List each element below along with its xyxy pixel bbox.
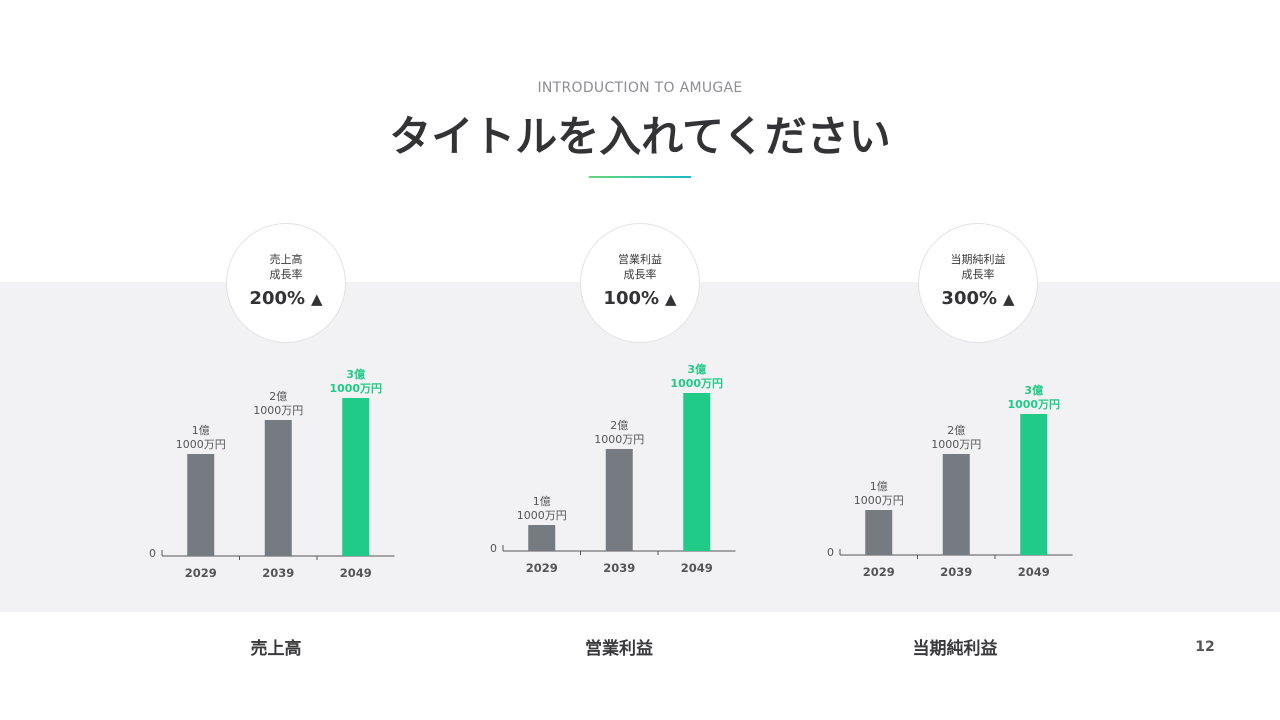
chart-label-sales: 売上高 xyxy=(250,639,302,659)
data-label: 3億 xyxy=(687,362,706,376)
up-triangle-icon: ▲ xyxy=(1003,290,1015,308)
data-label: 1億 xyxy=(870,480,888,493)
data-label: 1000万円 xyxy=(176,438,226,451)
data-label: 2億 xyxy=(610,419,628,432)
bar-2049 xyxy=(1020,414,1048,555)
bar-2039 xyxy=(942,454,970,555)
metric-label: 売上高 xyxy=(269,253,303,266)
zero-tick-label: 0 xyxy=(490,542,497,555)
slide-subtitle: INTRODUCTION TO AMUGAE xyxy=(537,80,743,96)
x-tick-label: 2049 xyxy=(681,561,713,575)
metric-bubble-operating-profit: 営業利益 成長率 100% ▲ xyxy=(580,223,700,343)
bar-2029 xyxy=(865,510,893,555)
data-label: 1000万円 xyxy=(1007,398,1060,411)
page-number: 12 xyxy=(1195,639,1215,655)
data-label: 1000万円 xyxy=(329,382,382,395)
x-tick-label: 2039 xyxy=(940,565,972,579)
metric-bubble-net-income: 当期純利益 成長率 300% ▲ xyxy=(918,223,1038,343)
chart-label-operating-profit: 営業利益 xyxy=(585,639,653,659)
metric-label: 成長率 xyxy=(269,268,303,281)
x-tick-label: 2039 xyxy=(603,561,635,575)
metric-label: 営業利益 xyxy=(618,253,662,266)
data-label: 3億 xyxy=(1024,383,1043,397)
metric-bubble-sales: 売上高 成長率 200% ▲ xyxy=(226,223,346,343)
x-tick-label: 2049 xyxy=(340,566,372,580)
metric-rate-value: 200% xyxy=(249,288,306,309)
data-label: 3億 xyxy=(346,367,365,381)
data-label: 1億 xyxy=(533,495,551,508)
metric-rate: 300% ▲ xyxy=(919,288,1037,309)
bar-2029 xyxy=(528,525,556,551)
metric-rate: 100% ▲ xyxy=(581,288,699,309)
data-label: 1000万円 xyxy=(670,377,723,390)
data-label: 1000万円 xyxy=(253,404,303,417)
x-tick-label: 2049 xyxy=(1018,565,1050,579)
metric-rate-value: 300% xyxy=(941,288,998,309)
bar-2039 xyxy=(264,420,292,556)
metric-label: 当期純利益 xyxy=(950,253,1006,266)
metric-rate-value: 100% xyxy=(603,288,660,309)
metric-label: 成長率 xyxy=(961,268,995,281)
bar-2029 xyxy=(187,454,215,556)
data-label: 1000万円 xyxy=(931,438,981,451)
slide-title: タイトルを入れてください xyxy=(389,112,891,161)
data-label: 1億 xyxy=(192,424,210,437)
x-tick-label: 2039 xyxy=(262,566,294,580)
data-label: 2億 xyxy=(269,390,287,403)
x-tick-label: 2029 xyxy=(185,566,217,580)
data-label: 1000万円 xyxy=(594,433,644,446)
data-label: 2億 xyxy=(947,424,965,437)
chart-label-net-income: 当期純利益 xyxy=(912,639,998,659)
data-label: 1000万円 xyxy=(854,494,904,507)
title-underline xyxy=(589,176,691,178)
up-triangle-icon: ▲ xyxy=(311,290,323,308)
x-tick-label: 2029 xyxy=(526,561,558,575)
bar-2049 xyxy=(342,398,370,556)
bar-2039 xyxy=(605,449,633,551)
metric-rate: 200% ▲ xyxy=(227,288,345,309)
data-label: 1000万円 xyxy=(517,509,567,522)
bar-2049 xyxy=(683,393,711,551)
up-triangle-icon: ▲ xyxy=(665,290,677,308)
x-tick-label: 2029 xyxy=(863,565,895,579)
zero-tick-label: 0 xyxy=(149,547,156,560)
zero-tick-label: 0 xyxy=(827,546,834,559)
metric-label: 成長率 xyxy=(623,268,657,281)
